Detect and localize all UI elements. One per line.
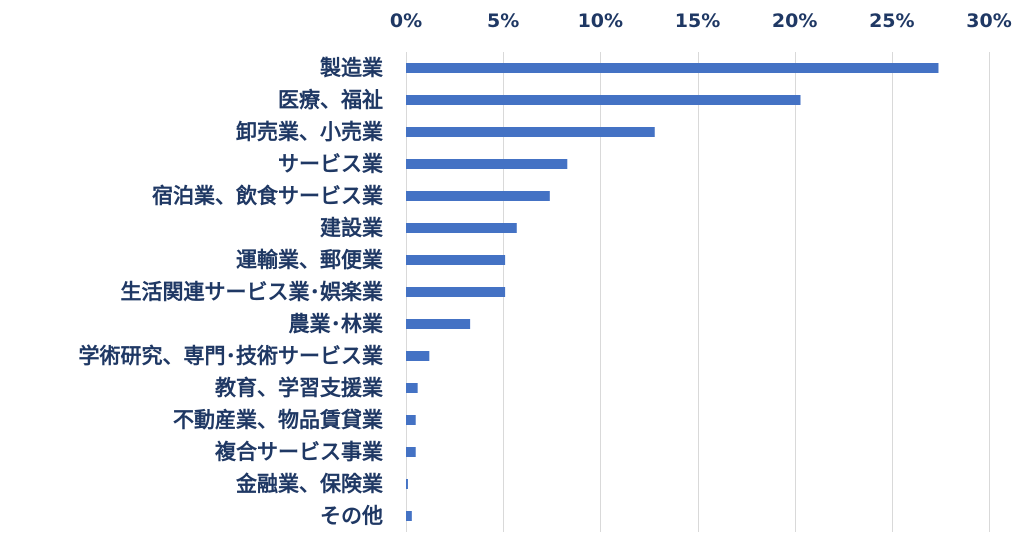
x-tick-label: 5% [487, 10, 519, 32]
category-label: 教育、学習支援業 [215, 376, 384, 400]
bar [406, 127, 655, 137]
category-label: 不動産業、物品賃貸業 [173, 408, 384, 432]
bar [406, 223, 517, 233]
category-label: 金融業、保険業 [235, 472, 384, 496]
category-label: その他 [320, 504, 383, 528]
category-labels: 製造業医療、福祉卸売業、小売業サービス業宿泊業、飲食サービス業建設業運輸業、郵便… [79, 56, 384, 528]
category-label: サービス業 [278, 152, 384, 176]
category-label: 農業･林業 [289, 312, 384, 336]
category-label: 建設業 [320, 216, 384, 240]
bar [406, 287, 506, 297]
bar [406, 63, 939, 73]
bar [406, 479, 408, 489]
bar [406, 255, 506, 265]
bar [406, 95, 801, 105]
x-tick-label: 30% [966, 10, 1011, 32]
category-label: 生活関連サービス業･娯楽業 [121, 280, 384, 304]
category-label: 学術研究、専門･技術サービス業 [79, 344, 384, 368]
x-tick-label: 10% [578, 10, 623, 32]
bars [406, 63, 939, 521]
bar [406, 319, 471, 329]
bar [406, 383, 418, 393]
category-label: 宿泊業、飲食サービス業 [152, 184, 384, 208]
x-axis-tick-labels: 0% 5% 10% 15% 20% 25% 30% [390, 10, 1012, 32]
category-label: 卸売業、小売業 [236, 120, 384, 144]
bar [406, 511, 412, 521]
bar [406, 447, 416, 457]
x-tick-label: 20% [772, 10, 817, 32]
category-label: 製造業 [319, 56, 384, 80]
x-tick-label: 0% [390, 10, 422, 32]
category-label: 運輸業、郵便業 [236, 248, 384, 272]
bar [406, 159, 568, 169]
x-tick-label: 15% [675, 10, 720, 32]
bar [406, 415, 416, 425]
category-label: 医療、福祉 [278, 88, 383, 112]
category-label: 複合サービス事業 [214, 440, 384, 464]
bar [406, 351, 430, 361]
x-tick-label: 25% [869, 10, 914, 32]
bar [406, 191, 550, 201]
